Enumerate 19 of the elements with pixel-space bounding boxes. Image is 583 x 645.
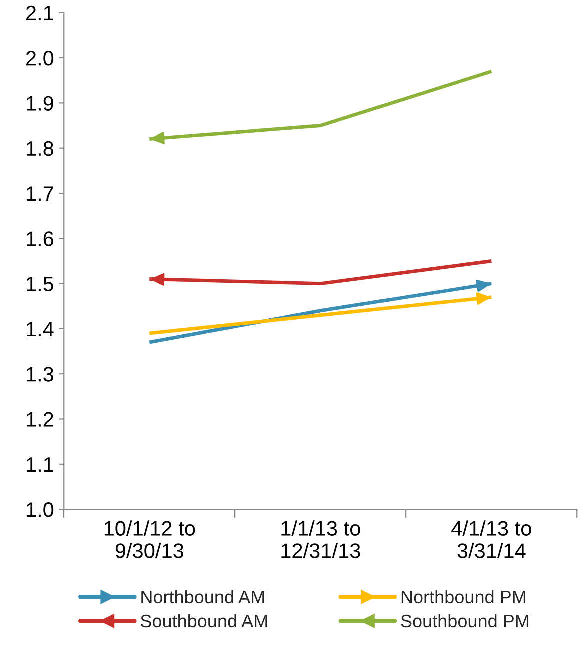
y-tick-label: 1.3 bbox=[27, 367, 54, 382]
y-tick-label: 1.1 bbox=[27, 458, 54, 472]
y-tick-label: 1.0 bbox=[27, 502, 54, 518]
y-tick-label: 2.0 bbox=[26, 51, 54, 66]
y-tick-label: 1.9 bbox=[27, 96, 54, 111]
y-tick-label: 1.5 bbox=[27, 277, 54, 292]
y-tick-label: 1.7 bbox=[27, 186, 54, 202]
y-tick-label: 2.1 bbox=[26, 6, 54, 20]
y-tick-label: 1.6 bbox=[27, 232, 54, 246]
legend-label: Southbound PM bbox=[401, 614, 528, 628]
x-tick-label: 10/1/12 to 9/30/13 bbox=[104, 520, 196, 558]
legend-label: Northbound AM bbox=[142, 590, 264, 604]
y-tick-label: 1.4 bbox=[27, 322, 54, 336]
legend-label: Northbound PM bbox=[402, 590, 526, 604]
y-tick-label: 1.8 bbox=[27, 141, 54, 156]
y-tick-label: 1.2 bbox=[27, 412, 54, 427]
x-tick-label: 1/1/13 to 12/31/13 bbox=[282, 520, 360, 558]
legend-label: Southbound AM bbox=[140, 614, 268, 628]
x-tick-label: 4/1/13 to 3/31/14 bbox=[452, 520, 532, 558]
